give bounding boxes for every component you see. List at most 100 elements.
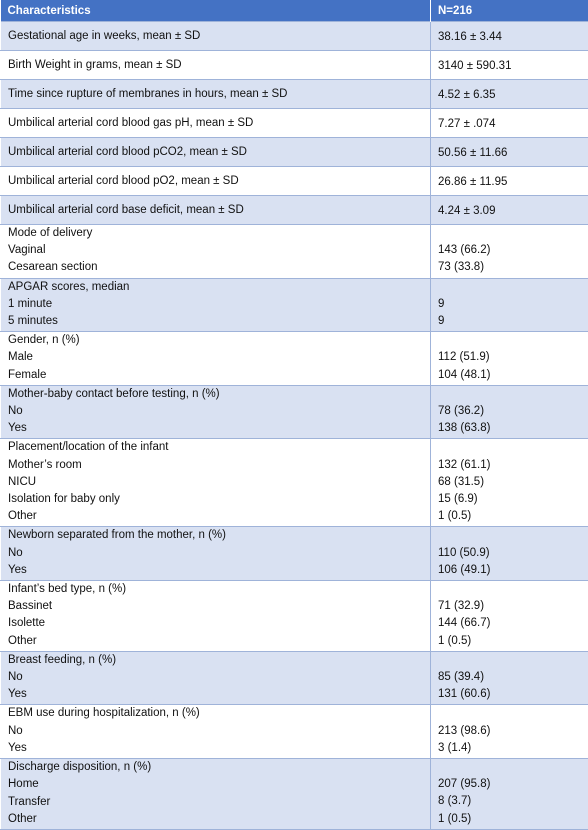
sub-item-label: Yes	[8, 686, 430, 703]
sub-item-label: Other	[8, 633, 430, 650]
blank-line	[438, 527, 588, 544]
sub-item-value: 1 (0.5)	[438, 811, 588, 828]
value-cell: 207 (95.8)8 (3.7)1 (0.5)	[431, 759, 588, 830]
sub-item-value: 144 (66.7)	[438, 615, 588, 632]
sub-item-value: 3 (1.4)	[438, 740, 588, 757]
value-cell: 132 (61.1)68 (31.5)15 (6.9)1 (0.5)	[431, 439, 588, 527]
sub-item-label: 5 minutes	[8, 313, 430, 330]
sub-item-value: 1 (0.5)	[438, 633, 588, 650]
characteristic-cell: Gestational age in weeks, mean ± SD	[1, 22, 431, 51]
table-row: Mother-baby contact before testing, n (%…	[1, 385, 588, 439]
sub-item-value: 9	[438, 313, 588, 330]
sub-item-value: 73 (33.8)	[438, 259, 588, 276]
sub-item-label: Male	[8, 349, 430, 366]
sub-item-value: 15 (6.9)	[438, 491, 588, 508]
sub-item-label: Home	[8, 776, 430, 793]
blank-line	[438, 439, 588, 456]
characteristic-cell: Umbilical arterial cord blood pCO2, mean…	[1, 138, 431, 167]
sub-item-label: Female	[8, 367, 430, 384]
value-cell: 71 (32.9)144 (66.7)1 (0.5)	[431, 581, 588, 652]
characteristic-cell: Time since rupture of membranes in hours…	[1, 80, 431, 109]
header-n: N=216	[431, 0, 588, 22]
table-row: Time since rupture of membranes in hours…	[1, 80, 588, 109]
sub-item-value: 131 (60.6)	[438, 686, 588, 703]
characteristic-cell: Umbilical arterial cord base deficit, me…	[1, 196, 431, 225]
blank-line	[438, 652, 588, 669]
sub-item-value: 9	[438, 296, 588, 313]
group-title: Discharge disposition, n (%)	[8, 759, 430, 776]
value-cell: 7.27 ± .074	[431, 109, 588, 138]
sub-item-label: Bassinet	[8, 598, 430, 615]
blank-line	[438, 581, 588, 598]
characteristic-cell: Birth Weight in grams, mean ± SD	[1, 51, 431, 80]
sub-item-value: 8 (3.7)	[438, 793, 588, 810]
table-header-row: Characteristics N=216	[1, 0, 588, 22]
value-cell: 3140 ± 590.31	[431, 51, 588, 80]
sub-item-value: 138 (63.8)	[438, 420, 588, 437]
group-title: Mode of delivery	[8, 225, 430, 242]
group-title: APGAR scores, median	[8, 279, 430, 296]
blank-line	[438, 225, 588, 242]
sub-item-label: Yes	[8, 740, 430, 757]
characteristic-cell: Newborn separated from the mother, n (%)…	[1, 527, 431, 581]
table-row: Umbilical arterial cord blood pO2, mean …	[1, 167, 588, 196]
characteristic-cell: Mother-baby contact before testing, n (%…	[1, 385, 431, 439]
group-title: Breast feeding, n (%)	[8, 652, 430, 669]
blank-line	[438, 705, 588, 722]
sub-item-value: 213 (98.6)	[438, 723, 588, 740]
blank-line	[438, 279, 588, 296]
sub-item-value: 85 (39.4)	[438, 669, 588, 686]
sub-item-label: Vaginal	[8, 242, 430, 259]
value-cell: 4.52 ± 6.35	[431, 80, 588, 109]
characteristic-cell: Umbilical arterial cord blood pO2, mean …	[1, 167, 431, 196]
group-title: EBM use during hospitalization, n (%)	[8, 705, 430, 722]
sub-item-label: No	[8, 669, 430, 686]
characteristic-cell: Umbilical arterial cord blood gas pH, me…	[1, 109, 431, 138]
sub-item-value: 143 (66.2)	[438, 242, 588, 259]
group-title: Infant’s bed type, n (%)	[8, 581, 430, 598]
sub-item-label: NICU	[8, 474, 430, 491]
value-cell: 78 (36.2)138 (63.8)	[431, 385, 588, 439]
value-cell: 213 (98.6)3 (1.4)	[431, 705, 588, 759]
sub-item-value: 1 (0.5)	[438, 508, 588, 525]
sub-item-value: 112 (51.9)	[438, 349, 588, 366]
group-title: Mother-baby contact before testing, n (%…	[8, 386, 430, 403]
value-cell: 143 (66.2)73 (33.8)	[431, 225, 588, 279]
sub-item-label: No	[8, 545, 430, 562]
blank-line	[438, 759, 588, 776]
sub-item-label: No	[8, 723, 430, 740]
value-cell: 4.24 ± 3.09	[431, 196, 588, 225]
table-row: Umbilical arterial cord blood pCO2, mean…	[1, 138, 588, 167]
sub-item-label: Yes	[8, 562, 430, 579]
group-title: Gender, n (%)	[8, 332, 430, 349]
sub-item-label: 1 minute	[8, 296, 430, 313]
group-title: Newborn separated from the mother, n (%)	[8, 527, 430, 544]
sub-item-label: Other	[8, 508, 430, 525]
sub-item-label: No	[8, 403, 430, 420]
value-cell: 112 (51.9)104 (48.1)	[431, 332, 588, 386]
sub-item-label: Mother’s room	[8, 457, 430, 474]
table-row: Umbilical arterial cord blood gas pH, me…	[1, 109, 588, 138]
sub-item-value: 104 (48.1)	[438, 367, 588, 384]
value-cell: 110 (50.9)106 (49.1)	[431, 527, 588, 581]
sub-item-value: 71 (32.9)	[438, 598, 588, 615]
sub-item-value: 68 (31.5)	[438, 474, 588, 491]
sub-item-label: Isolation for baby only	[8, 491, 430, 508]
header-characteristics: Characteristics	[1, 0, 431, 22]
sub-item-label: Other	[8, 811, 430, 828]
